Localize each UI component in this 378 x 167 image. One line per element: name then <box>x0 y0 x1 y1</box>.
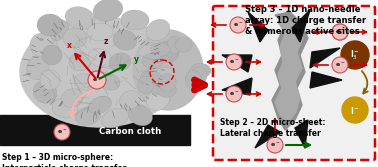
Ellipse shape <box>191 67 207 84</box>
Ellipse shape <box>146 19 170 41</box>
Text: e$^-$: e$^-$ <box>229 58 239 66</box>
Ellipse shape <box>27 56 49 80</box>
FancyBboxPatch shape <box>213 6 375 160</box>
Circle shape <box>332 24 348 40</box>
Circle shape <box>226 86 242 102</box>
Text: e$^-$: e$^-$ <box>270 141 280 149</box>
Text: Carbon cloth: Carbon cloth <box>99 127 161 136</box>
Ellipse shape <box>185 70 201 88</box>
Ellipse shape <box>121 10 149 30</box>
Text: e$^-$: e$^-$ <box>92 76 102 84</box>
Ellipse shape <box>102 108 129 128</box>
Circle shape <box>226 54 242 70</box>
Ellipse shape <box>138 76 153 94</box>
Ellipse shape <box>109 53 131 71</box>
Ellipse shape <box>20 17 180 127</box>
Ellipse shape <box>151 43 170 56</box>
Ellipse shape <box>33 81 57 103</box>
Ellipse shape <box>143 71 161 84</box>
Ellipse shape <box>75 107 101 125</box>
Ellipse shape <box>37 14 63 36</box>
Ellipse shape <box>41 19 69 41</box>
Circle shape <box>332 57 348 73</box>
Ellipse shape <box>30 33 54 57</box>
Ellipse shape <box>158 74 176 92</box>
Text: e$^-$: e$^-$ <box>229 90 239 98</box>
Polygon shape <box>248 12 268 42</box>
Text: I$^-$: I$^-$ <box>350 105 360 116</box>
Ellipse shape <box>87 23 113 41</box>
Polygon shape <box>272 12 308 130</box>
Ellipse shape <box>113 30 137 50</box>
Ellipse shape <box>138 45 158 65</box>
Ellipse shape <box>157 41 179 63</box>
Text: z: z <box>104 38 108 46</box>
Circle shape <box>230 17 246 33</box>
Text: e$^-$: e$^-$ <box>57 128 67 136</box>
Ellipse shape <box>93 0 123 21</box>
Ellipse shape <box>175 38 192 52</box>
Circle shape <box>341 41 369 69</box>
Text: Step 1 – 3D micro-sphere:
Interparticle charge transfer: Step 1 – 3D micro-sphere: Interparticle … <box>2 153 126 167</box>
Bar <box>0 115 190 145</box>
Circle shape <box>54 124 70 140</box>
Ellipse shape <box>128 104 152 126</box>
Text: e$^-$: e$^-$ <box>335 28 345 36</box>
Text: I$_3^-$: I$_3^-$ <box>350 48 360 62</box>
Circle shape <box>332 24 348 40</box>
Polygon shape <box>275 18 303 122</box>
Polygon shape <box>310 48 340 68</box>
Ellipse shape <box>65 7 95 29</box>
Ellipse shape <box>42 45 62 65</box>
Ellipse shape <box>142 53 163 69</box>
Text: e$^-$: e$^-$ <box>233 21 243 29</box>
Ellipse shape <box>69 53 91 71</box>
Ellipse shape <box>154 67 176 89</box>
Text: Step 3 – 1D nano-needle
array: 1D charge transfer
& numerous active sites: Step 3 – 1D nano-needle array: 1D charge… <box>245 5 366 36</box>
Polygon shape <box>222 78 252 95</box>
Ellipse shape <box>40 70 60 90</box>
Ellipse shape <box>167 36 182 54</box>
Polygon shape <box>222 55 252 72</box>
Circle shape <box>342 97 368 123</box>
Ellipse shape <box>190 63 211 78</box>
Text: e$^-$: e$^-$ <box>335 28 345 36</box>
Polygon shape <box>255 125 280 148</box>
Ellipse shape <box>157 82 176 97</box>
Ellipse shape <box>88 96 112 114</box>
Text: y: y <box>134 55 139 64</box>
Ellipse shape <box>119 91 141 110</box>
Ellipse shape <box>140 70 160 90</box>
Ellipse shape <box>133 30 203 110</box>
Circle shape <box>267 137 283 153</box>
Polygon shape <box>292 10 310 42</box>
Ellipse shape <box>150 78 170 95</box>
Ellipse shape <box>100 74 120 90</box>
Polygon shape <box>310 72 342 88</box>
Circle shape <box>88 71 106 89</box>
Ellipse shape <box>61 89 83 107</box>
Ellipse shape <box>146 90 170 111</box>
Text: Step 2 – 2D micro-sheet:
Lateral charge transfer: Step 2 – 2D micro-sheet: Lateral charge … <box>220 118 325 138</box>
Ellipse shape <box>74 74 96 90</box>
Ellipse shape <box>52 98 78 118</box>
Ellipse shape <box>88 49 112 67</box>
Text: e$^-$: e$^-$ <box>335 61 345 69</box>
Text: x: x <box>67 42 72 50</box>
Ellipse shape <box>63 28 87 48</box>
Polygon shape <box>295 120 308 148</box>
